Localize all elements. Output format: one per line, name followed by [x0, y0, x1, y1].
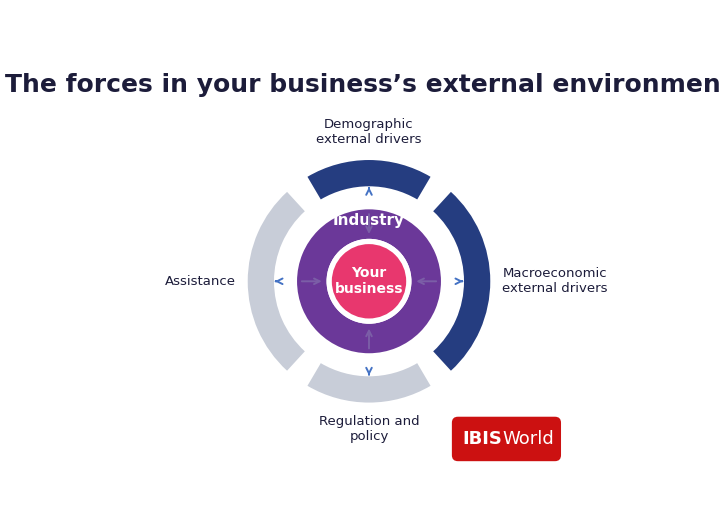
- Wedge shape: [248, 192, 305, 371]
- Text: Demographic
external drivers: Demographic external drivers: [316, 118, 422, 146]
- Text: Regulation and
policy: Regulation and policy: [319, 415, 419, 443]
- Wedge shape: [307, 160, 431, 200]
- Text: Assistance: Assistance: [165, 275, 235, 288]
- Circle shape: [332, 244, 406, 319]
- Text: IBIS: IBIS: [462, 430, 503, 448]
- Circle shape: [327, 239, 411, 324]
- Text: Macroeconomic
external drivers: Macroeconomic external drivers: [503, 267, 608, 295]
- Text: Your
business: Your business: [335, 266, 403, 297]
- Wedge shape: [433, 192, 490, 371]
- Text: Industry: Industry: [333, 213, 405, 227]
- Text: World: World: [503, 430, 554, 448]
- Wedge shape: [276, 189, 462, 373]
- FancyBboxPatch shape: [452, 417, 561, 461]
- Text: The forces in your business’s external environment: The forces in your business’s external e…: [5, 73, 720, 97]
- Wedge shape: [297, 209, 441, 353]
- Wedge shape: [307, 363, 431, 403]
